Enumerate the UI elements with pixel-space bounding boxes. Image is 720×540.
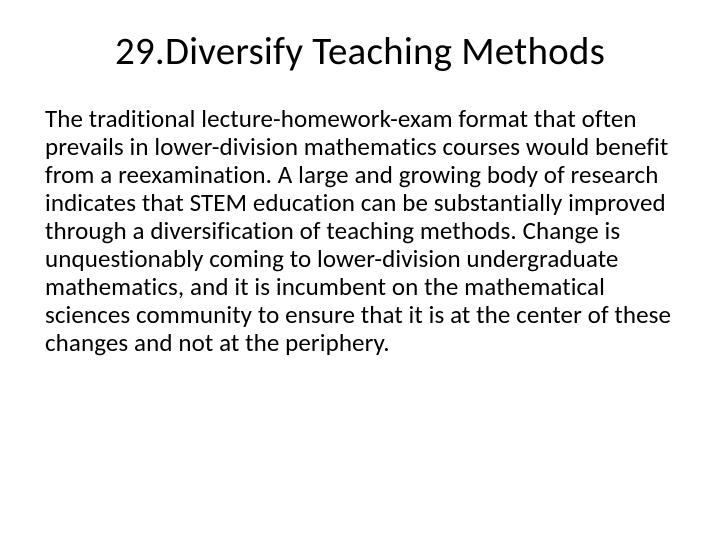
- slide-container: 29.Diversify Teaching Methods The tradit…: [0, 0, 720, 540]
- slide-body-text: The traditional lecture-homework-exam fo…: [45, 105, 675, 357]
- slide-number: 29.: [115, 28, 165, 75]
- slide-title: 29.Diversify Teaching Methods: [45, 28, 675, 75]
- slide-title-text: Diversify Teaching Methods: [165, 28, 605, 75]
